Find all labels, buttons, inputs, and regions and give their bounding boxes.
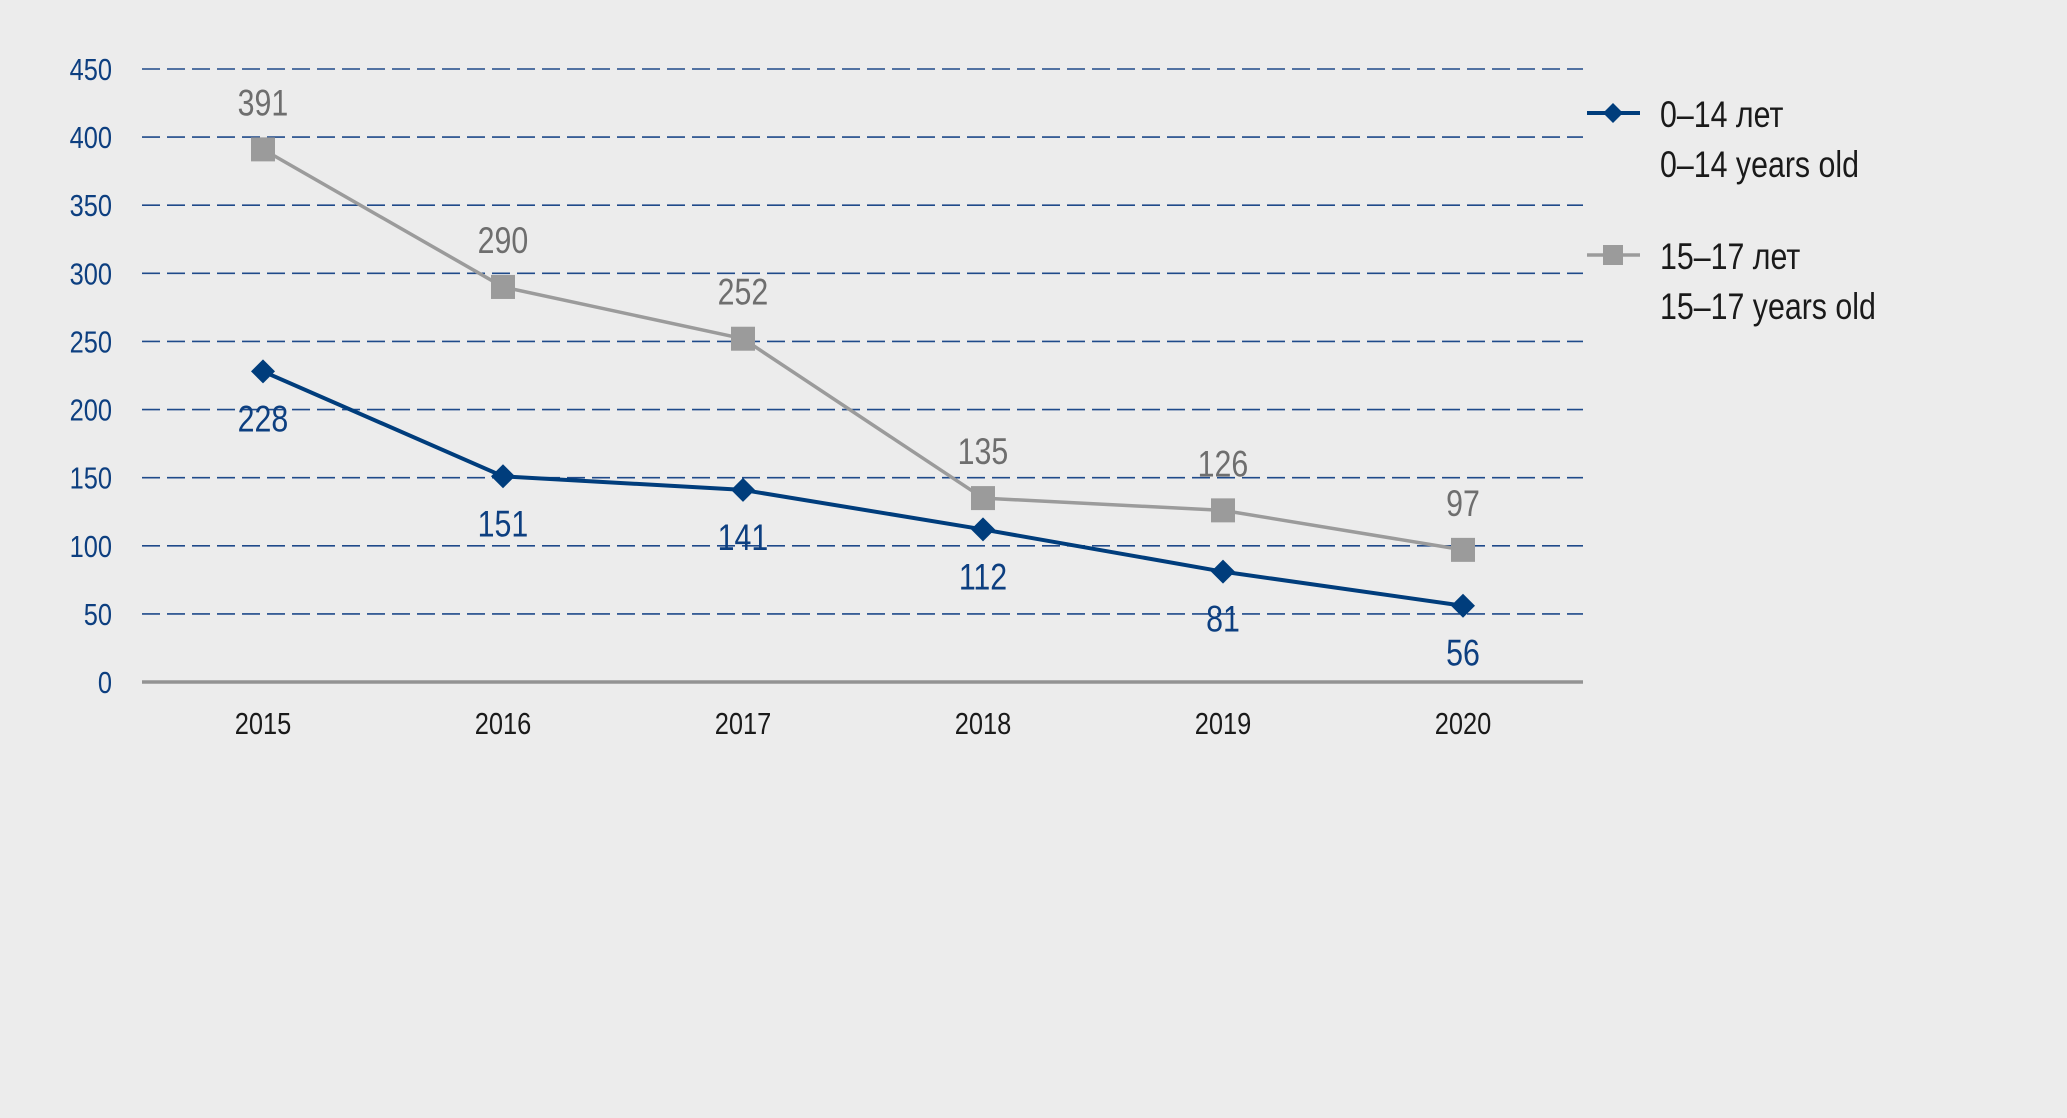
y-tick-label: 200: [70, 393, 112, 428]
data-label: 252: [718, 272, 769, 314]
y-tick-label: 400: [70, 121, 112, 156]
x-tick-label: 2019: [1195, 707, 1252, 742]
legend-item-age-15-17: 15–17 лет 15–17 years old: [1587, 236, 1876, 328]
data-point-square: [491, 274, 515, 299]
legend-diamond-marker: [1603, 103, 1623, 123]
data-label: 81: [1206, 599, 1240, 641]
y-tick-label: 450: [70, 53, 112, 88]
data-label: 141: [718, 517, 769, 559]
legend-square-marker: [1603, 245, 1623, 265]
data-label: 135: [958, 431, 1009, 473]
data-label: 228: [238, 399, 289, 441]
legend-item-age-0-14: 0–14 лет 0–14 years old: [1587, 94, 1859, 186]
data-point-diamond: [731, 477, 755, 502]
data-point-square: [731, 326, 755, 351]
data-point-square: [1211, 498, 1235, 523]
data-point-square: [971, 486, 995, 511]
data-label: 290: [478, 220, 529, 262]
x-tick-label: 2015: [235, 707, 292, 742]
data-point-diamond: [251, 359, 275, 384]
y-axis-ticks: 0 50 100 150 200 250 300 350 400 450: [70, 53, 112, 701]
y-tick-label: 250: [70, 325, 112, 360]
data-label: 56: [1446, 633, 1480, 675]
data-labels: 391 290 252 135 126 97 228 151 141 112 81 56: [238, 83, 1480, 675]
data-label: 97: [1446, 483, 1480, 525]
x-tick-label: 2016: [475, 707, 532, 742]
data-point-square: [251, 137, 275, 162]
data-label: 151: [478, 503, 529, 545]
y-tick-label: 100: [70, 529, 112, 564]
x-axis-ticks: 2015 2016 2017 2018 2019 2020: [235, 707, 1492, 742]
data-point-diamond: [1451, 593, 1475, 618]
legend-label-en: 0–14 years old: [1660, 144, 1859, 186]
series-line-age-0-14: [262, 369, 1464, 608]
gridlines: [142, 68, 1583, 615]
data-point-square: [1451, 537, 1475, 562]
data-point-diamond: [1211, 559, 1235, 584]
data-point-diamond: [971, 517, 995, 542]
data-label: 126: [1198, 444, 1249, 486]
y-tick-label: 300: [70, 257, 112, 292]
y-tick-label: 0: [98, 666, 112, 701]
data-label: 112: [959, 557, 1007, 599]
y-tick-label: 50: [84, 598, 112, 633]
legend-label-ru: 15–17 лет: [1660, 236, 1800, 278]
x-tick-label: 2020: [1435, 707, 1492, 742]
x-tick-label: 2017: [715, 707, 772, 742]
x-tick-label: 2018: [955, 707, 1012, 742]
y-tick-label: 350: [70, 189, 112, 224]
legend-label-en: 15–17 years old: [1660, 286, 1876, 328]
series-group: [251, 137, 1475, 618]
legend-label-ru: 0–14 лет: [1660, 94, 1783, 136]
y-tick-label: 150: [70, 461, 112, 496]
data-label: 391: [238, 83, 289, 125]
legend: 0–14 лет 0–14 years old 15–17 лет 15–17 yea…: [1587, 94, 1876, 328]
data-point-diamond: [491, 464, 515, 489]
series-line-age-15-17: [262, 147, 1464, 552]
